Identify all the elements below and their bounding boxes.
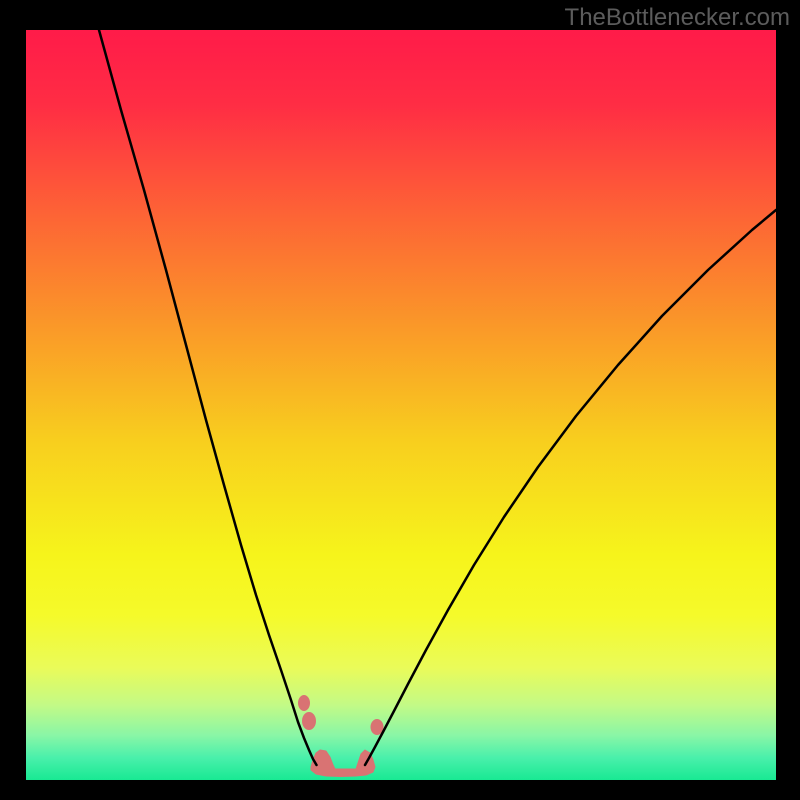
curve-right (365, 210, 776, 765)
curves-layer (26, 30, 776, 780)
plot-area (26, 30, 776, 780)
watermark-text: TheBottlenecker.com (565, 4, 790, 32)
curve-left (99, 30, 317, 765)
bottom-marker-shape (298, 695, 384, 777)
canvas-container: TheBottlenecker.com (0, 0, 800, 800)
